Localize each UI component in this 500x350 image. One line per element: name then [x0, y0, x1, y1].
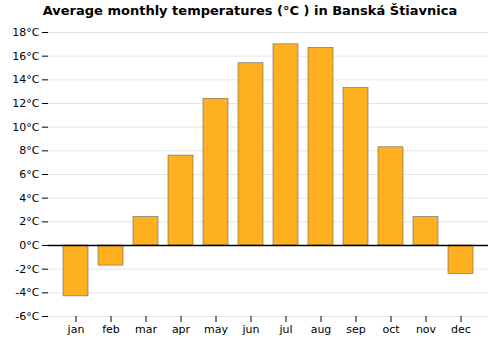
- svg-text:may: may: [204, 323, 228, 336]
- svg-text:apr: apr: [172, 323, 191, 336]
- svg-text:jul: jul: [278, 323, 292, 336]
- svg-text:nov: nov: [416, 323, 437, 336]
- svg-text:0°C: 0°C: [19, 239, 39, 252]
- svg-text:feb: feb: [102, 323, 120, 336]
- svg-text:jan: jan: [67, 323, 85, 336]
- svg-text:14°C: 14°C: [12, 73, 39, 86]
- svg-text:aug: aug: [311, 323, 332, 336]
- svg-text:dec: dec: [451, 323, 471, 336]
- svg-text:sep: sep: [346, 323, 365, 336]
- svg-text:jun: jun: [242, 323, 260, 336]
- svg-text:oct: oct: [382, 323, 400, 336]
- svg-text:10°C: 10°C: [12, 121, 39, 134]
- svg-text:-4°C: -4°C: [15, 286, 39, 299]
- svg-text:18°C: 18°C: [12, 26, 39, 39]
- svg-text:8°C: 8°C: [19, 144, 39, 157]
- svg-text:16°C: 16°C: [12, 50, 39, 63]
- svg-text:4°C: 4°C: [19, 192, 39, 205]
- html-text:Average monthly temperatures (: Average monthly temperatures (°C ) in Ba…: [42, 3, 458, 18]
- svg-text:12°C: 12°C: [12, 97, 39, 110]
- svg-text:-2°C: -2°C: [15, 263, 39, 276]
- svg-text:2°C: 2°C: [19, 215, 39, 228]
- svg-text:-6°C: -6°C: [15, 310, 39, 323]
- svg-text:6°C: 6°C: [19, 168, 39, 181]
- svg-text:mar: mar: [135, 323, 157, 336]
